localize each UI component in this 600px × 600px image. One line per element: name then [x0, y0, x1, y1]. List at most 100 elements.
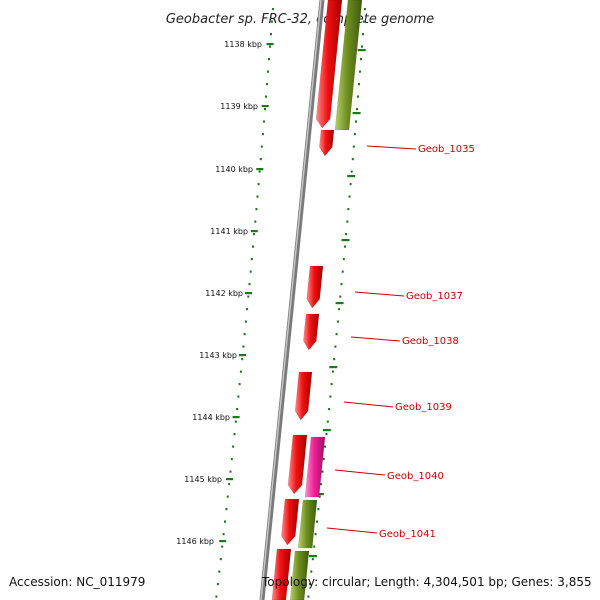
kbp-major-tick	[245, 292, 252, 295]
inner-scale-dot	[310, 570, 313, 573]
inner-scale-dot	[328, 408, 331, 411]
inner-scale-dot	[308, 583, 311, 586]
kbp-major-tick	[219, 540, 227, 543]
gene-arrow-geob-1039[interactable]	[294, 371, 313, 421]
inner-major-tick	[322, 429, 331, 432]
map-title: Geobacter sp. FRC-32, complete genome	[166, 12, 434, 27]
scale-dot	[236, 408, 239, 411]
scale-dot	[270, 20, 273, 23]
gene-arrow-geob-1037[interactable]	[306, 265, 324, 309]
scale-dot	[233, 433, 236, 436]
inner-scale-dot	[344, 245, 346, 248]
inner-scale-dot	[361, 45, 363, 48]
inner-scale-dot	[339, 295, 342, 298]
genome-backbone-highlight	[260, 0, 322, 600]
kbp-scale-track	[215, 8, 274, 598]
kbp-major-tick	[232, 416, 240, 419]
inner-scale-dot	[342, 258, 345, 261]
inner-scale-track	[307, 8, 366, 598]
kbp-label: 1138 kbp	[224, 40, 262, 49]
kbp-label: 1142 kbp	[205, 289, 243, 298]
scale-dot	[226, 495, 229, 498]
kbp-label: 1145 kbp	[184, 475, 222, 484]
leader-line-geob-1041	[326, 527, 378, 534]
gene-label-geob-1037[interactable]: Geob_1037	[406, 291, 463, 302]
gene-arrow-geob-1035[interactable]	[319, 129, 335, 157]
inner-major-tick	[341, 239, 350, 242]
scale-dot	[259, 158, 262, 161]
leader-line-geob-1038	[350, 336, 401, 342]
inner-scale-dot	[317, 508, 320, 511]
gene-block[interactable]	[334, 0, 363, 131]
kbp-label: 1146 kbp	[176, 537, 214, 546]
gene-arrow-left[interactable]	[287, 434, 308, 495]
gene-arrow-bottom[interactable]	[271, 548, 292, 600]
inner-scale-dot	[341, 270, 344, 273]
gene-arrow-left-2[interactable]	[281, 498, 300, 546]
genome-backbone	[259, 0, 325, 600]
inner-scale-dot	[311, 558, 314, 561]
scale-dot	[246, 308, 249, 311]
scale-dot	[234, 420, 237, 423]
scale-dot	[257, 183, 260, 186]
inner-scale-dot	[363, 8, 366, 11]
inner-major-tick	[352, 112, 361, 115]
gene-label-geob-1039[interactable]: Geob_1039	[395, 402, 452, 413]
scale-dot	[215, 595, 218, 598]
inner-scale-dot	[359, 70, 361, 73]
kbp-major-tick	[261, 105, 269, 108]
inner-scale-dot	[335, 333, 338, 336]
scale-dot	[239, 370, 242, 373]
gene-label-geob-1035[interactable]: Geob_1035	[418, 144, 475, 155]
leader-line-geob-1040	[334, 469, 386, 476]
inner-scale-dot	[325, 433, 328, 436]
scale-dot	[219, 558, 222, 561]
scale-dot	[254, 220, 257, 223]
kbp-major-tick	[226, 478, 233, 481]
inner-major-tick	[329, 366, 338, 369]
scale-dot	[252, 245, 254, 248]
inner-scale-dot	[355, 120, 357, 123]
scale-dot	[258, 170, 261, 173]
gene-arrow[interactable]	[315, 0, 343, 129]
gene-block-bottom[interactable]	[289, 550, 310, 600]
gene-features	[271, 0, 363, 600]
inner-scale-dot	[314, 533, 317, 536]
scale-dot	[256, 195, 259, 198]
gene-label-geob-1038[interactable]: Geob_1038	[402, 336, 459, 347]
scale-dot	[229, 470, 232, 473]
scale-dot	[267, 70, 269, 73]
inner-scale-dot	[358, 83, 360, 86]
inner-scale-dot	[345, 233, 348, 236]
inner-scale-dot	[362, 20, 365, 23]
kbp-major-tick	[250, 230, 258, 233]
scale-dot	[221, 545, 224, 548]
inner-scale-dot	[318, 495, 321, 498]
scale-dot	[225, 508, 228, 511]
inner-scale-dot	[348, 195, 351, 198]
inner-scale-dot	[329, 395, 332, 398]
scale-dot	[232, 445, 235, 448]
kbp-label: 1139 kbp	[220, 102, 258, 111]
inner-scale-dot	[353, 133, 356, 136]
inner-scale-dot	[362, 33, 364, 36]
kbp-label: 1143 kbp	[199, 351, 237, 360]
scale-dot	[238, 383, 241, 386]
scale-dot	[264, 108, 266, 111]
inner-scale-dot	[356, 108, 358, 111]
scale-dot	[242, 345, 245, 348]
inner-scale-dot	[326, 420, 329, 423]
inner-scale-dot	[316, 520, 318, 523]
inner-scale-dot	[333, 358, 336, 361]
gene-block-geob-1041[interactable]	[297, 499, 318, 549]
scale-dot	[263, 120, 265, 123]
gene-label-geob-1041[interactable]: Geob_1041	[379, 529, 436, 540]
gene-arrow-geob-1038[interactable]	[303, 313, 320, 351]
accession-text: Accession: NC_011979	[9, 575, 145, 589]
gene-block-geob-1040[interactable]	[304, 436, 326, 498]
inner-scale-dot	[321, 470, 324, 473]
inner-scale-dot	[360, 58, 362, 61]
gene-label-geob-1040[interactable]: Geob_1040	[387, 471, 444, 482]
inner-major-tick	[335, 302, 344, 305]
